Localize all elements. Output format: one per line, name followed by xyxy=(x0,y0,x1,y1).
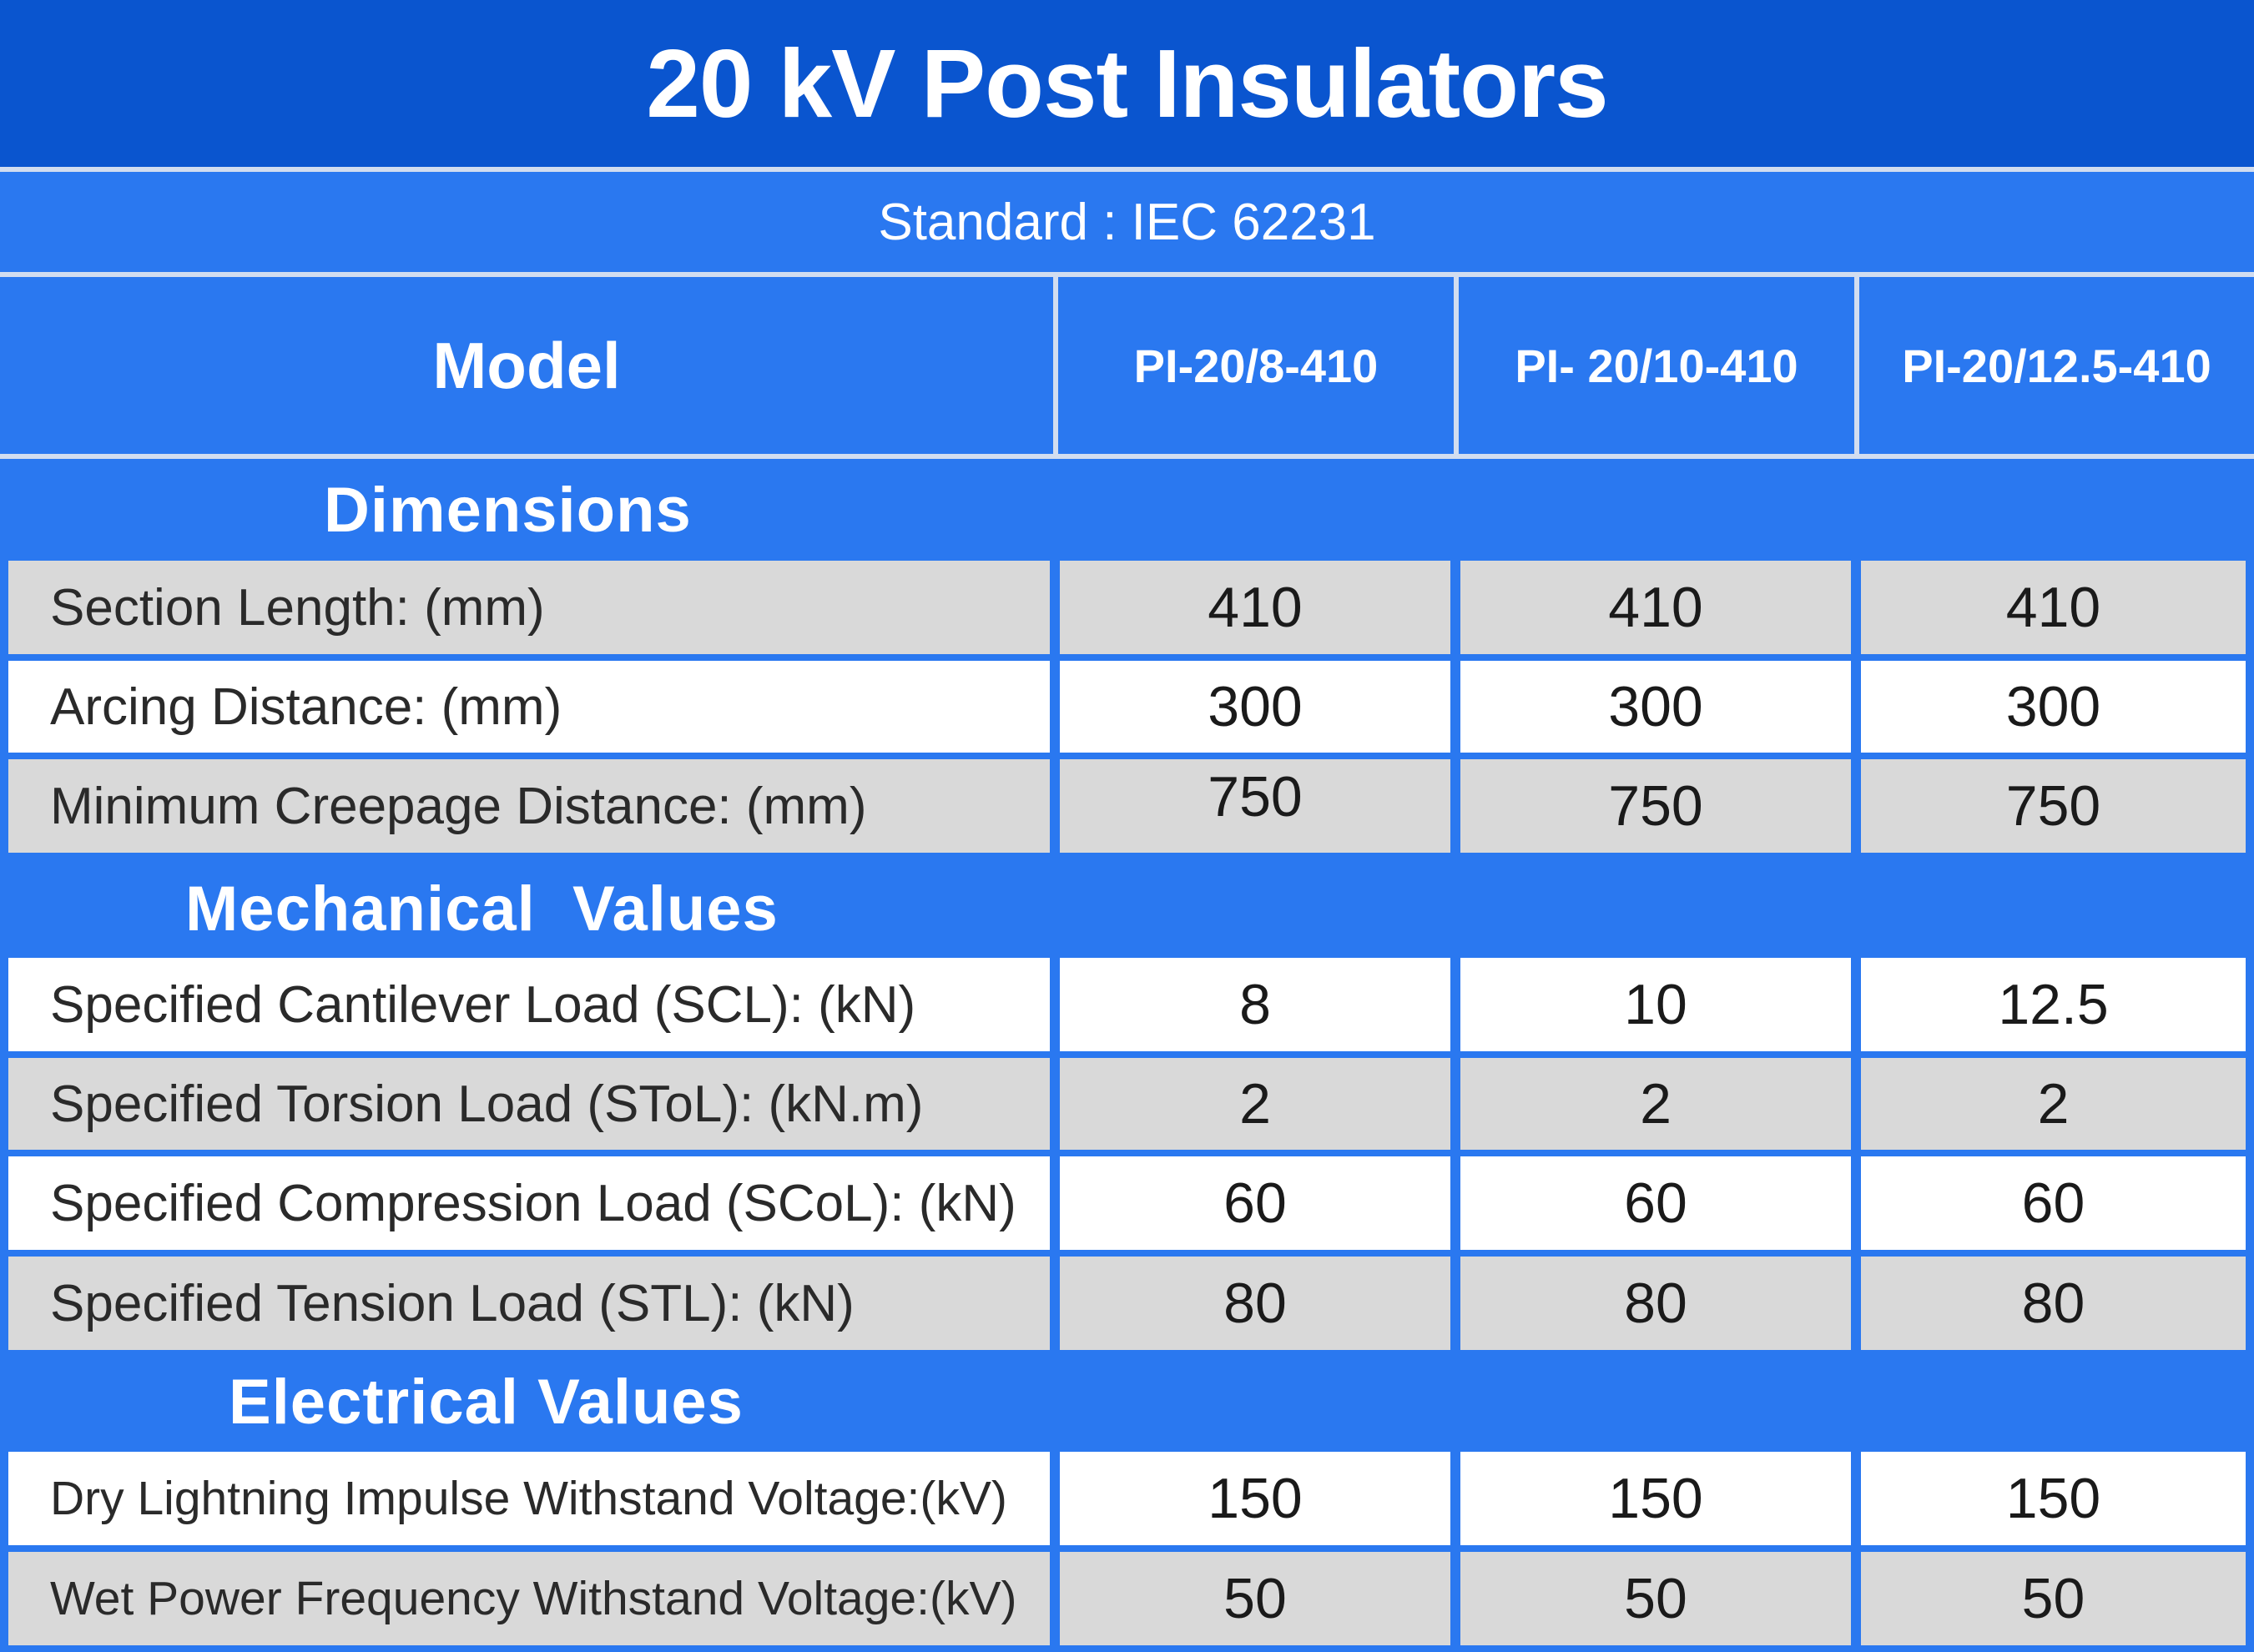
row-value: 80 xyxy=(1861,1257,2246,1350)
row-value: 10 xyxy=(1460,958,1851,1051)
row-label: Specified Torsion Load (SToL): (kN.m) xyxy=(8,1058,1050,1150)
row-value: 60 xyxy=(1460,1156,1851,1250)
row-value: 50 xyxy=(1060,1552,1450,1645)
row-value: 60 xyxy=(1861,1156,2246,1250)
divider xyxy=(0,454,2254,459)
row-value: 300 xyxy=(1460,661,1851,753)
row-value: 60 xyxy=(1060,1156,1450,1250)
row-value: 300 xyxy=(1861,661,2246,753)
row-value: 2 xyxy=(1861,1058,2246,1150)
row-value: 150 xyxy=(1861,1452,2246,1545)
column-divider xyxy=(1454,277,1459,454)
row-value: 12.5 xyxy=(1861,958,2246,1051)
row-value: 2 xyxy=(1060,1058,1450,1150)
row-label: Section Length: (mm) xyxy=(8,561,1050,654)
row-value: 410 xyxy=(1060,561,1450,654)
row-value: 410 xyxy=(1861,561,2246,654)
row-label: Wet Power Frequency Withstand Voltage:(k… xyxy=(8,1552,1050,1645)
row-value: 50 xyxy=(1460,1552,1851,1645)
row-value: 300 xyxy=(1060,661,1450,753)
row-value: 50 xyxy=(1861,1552,2246,1645)
model-header: Model xyxy=(0,277,1053,454)
row-label: Specified Cantilever Load (SCL): (kN) xyxy=(8,958,1050,1051)
row-value: 80 xyxy=(1460,1257,1851,1350)
divider xyxy=(0,272,2254,277)
row-value: 750 xyxy=(1861,759,2246,853)
section-title-electrical: Electrical Values xyxy=(229,1366,744,1438)
row-value: 2 xyxy=(1460,1058,1851,1150)
row-value: 150 xyxy=(1060,1452,1450,1545)
row-value: 80 xyxy=(1060,1257,1450,1350)
model-column-1: PI-20/8-410 xyxy=(1058,277,1454,454)
row-value: 750 xyxy=(1060,759,1450,853)
section-title-mechanical: Mechanical Values xyxy=(185,873,779,944)
model-column-3: PI-20/12.5-410 xyxy=(1859,277,2254,454)
column-divider xyxy=(1854,277,1859,454)
column-divider xyxy=(1053,277,1058,454)
row-label: Minimum Creepage Distance: (mm) xyxy=(8,759,1050,853)
row-value: 8 xyxy=(1060,958,1450,1051)
page-title: 20 kV Post Insulators xyxy=(0,0,2254,167)
row-label: Specified Compression Load (SCoL): (kN) xyxy=(8,1156,1050,1250)
row-label: Dry Lightning Impulse Withstand Voltage:… xyxy=(8,1452,1050,1545)
model-column-2: PI- 20/10-410 xyxy=(1459,277,1854,454)
divider xyxy=(0,167,2254,172)
row-value: 750 xyxy=(1460,759,1851,853)
standard-label: Standard : IEC 62231 xyxy=(0,172,2254,272)
row-value: 150 xyxy=(1460,1452,1851,1545)
row-label: Arcing Distance: (mm) xyxy=(8,661,1050,753)
section-title-dimensions: Dimensions xyxy=(324,474,692,546)
row-value: 410 xyxy=(1460,561,1851,654)
row-label: Specified Tension Load (STL): (kN) xyxy=(8,1257,1050,1350)
